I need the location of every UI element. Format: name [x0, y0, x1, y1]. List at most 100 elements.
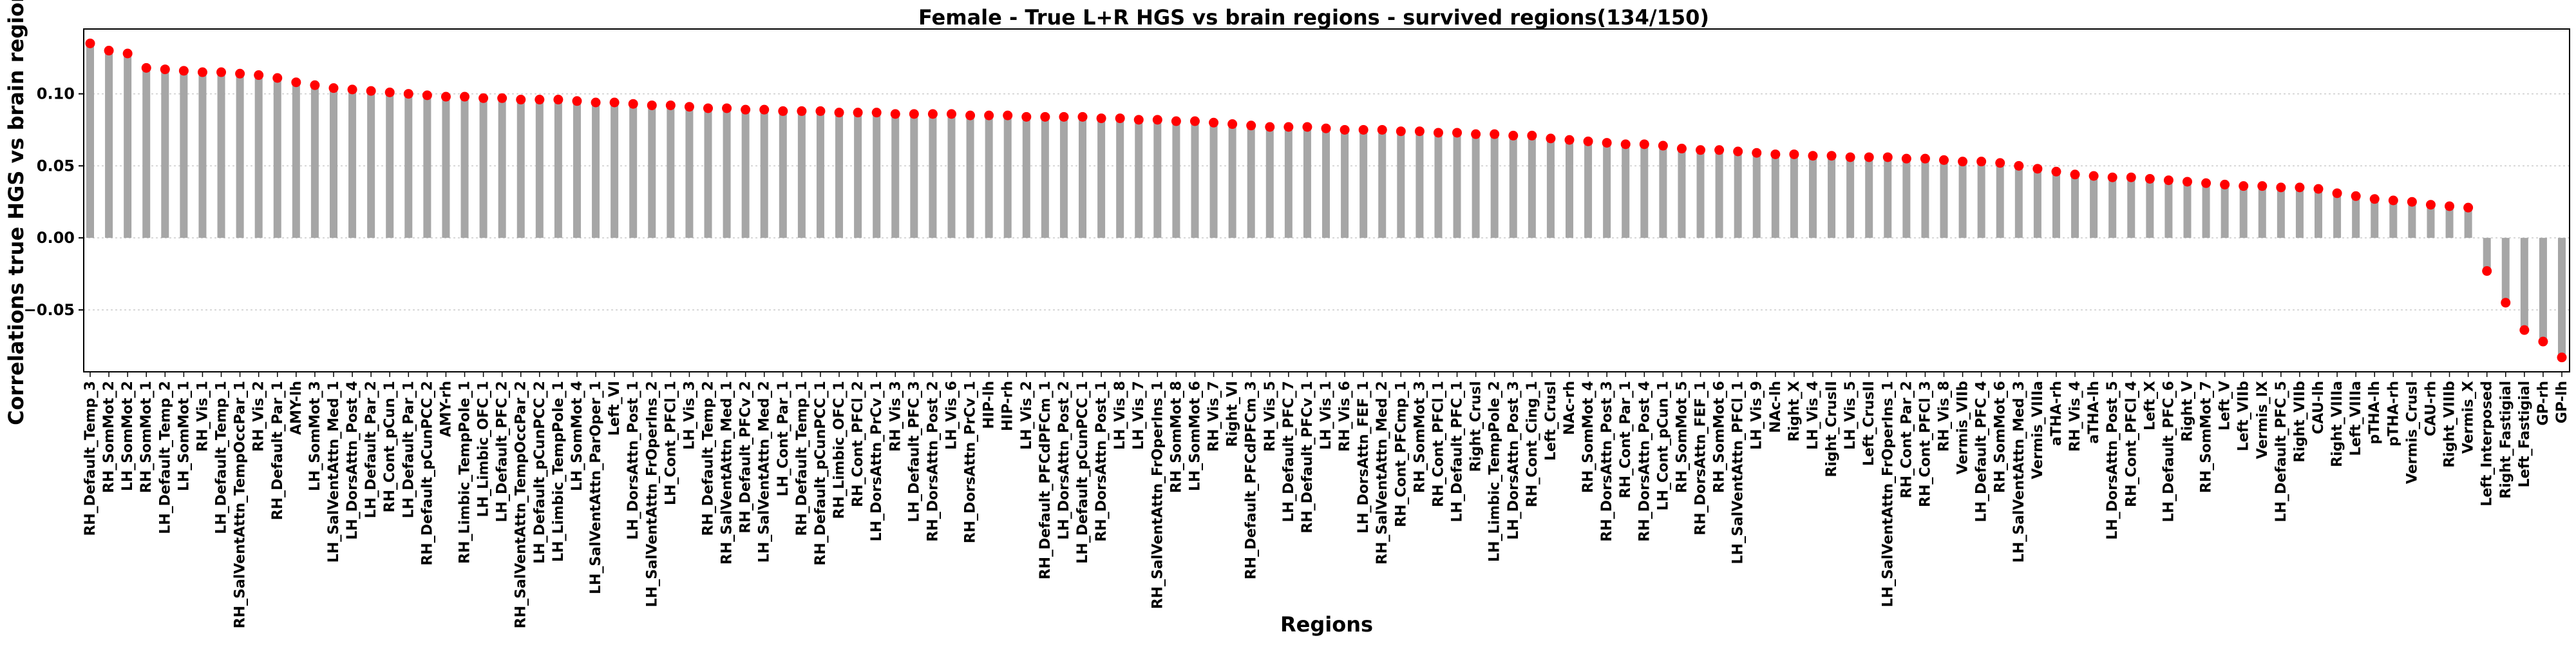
x-tick-label: RH_SalVentAttn_TempOccPar_1: [232, 381, 249, 628]
data-point: [1283, 122, 1294, 132]
x-tick-label: AMY-lh: [289, 381, 305, 435]
data-point: [1527, 130, 1537, 140]
x-tick-label: Right_Fastigial: [2498, 381, 2514, 499]
data-point: [1733, 146, 1743, 157]
x-tick-label: CAU-rh: [2423, 381, 2439, 436]
data-point: [2107, 172, 2117, 182]
data-point: [1302, 122, 1312, 132]
data-point: [2051, 166, 2061, 177]
data-point: [1414, 126, 1425, 137]
x-tick-label: RH_SomMot_8: [1168, 381, 1184, 493]
data-point: [478, 93, 489, 103]
data-point: [1826, 151, 1837, 161]
x-tick-label: RH_Vis_3: [887, 381, 904, 452]
x-tick-label: RH_Cont_PFCl_4: [2123, 381, 2139, 507]
data-point: [2445, 201, 2455, 211]
x-tick-label: RH_Limbic_OFC_1: [831, 381, 848, 519]
data-point: [1246, 121, 1256, 131]
x-tick-label: RH_Vis_6: [1337, 381, 1353, 452]
y-tick-label: 0.10: [37, 85, 75, 103]
x-tick-label: LH_Vis_1: [1318, 381, 1334, 450]
x-tick-label: RH_Vis_2: [251, 381, 267, 452]
x-tick-label: LH_Vis_5: [1842, 381, 1859, 450]
x-tick-label: Left_VIIIa: [2348, 381, 2364, 456]
data-point: [2163, 175, 2174, 186]
data-point: [853, 108, 863, 118]
data-point: [946, 109, 956, 119]
chart-title: Female - True L+R HGS vs brain regions -…: [918, 5, 1709, 30]
data-point: [1077, 111, 1088, 122]
x-tick-label: Left_V: [2217, 381, 2233, 430]
x-tick-label: pTHA-rh: [2385, 381, 2401, 447]
x-tick-label: RH_Vis_8: [1937, 381, 1953, 452]
x-tick-label: RH_Default_Temp_3: [82, 381, 99, 536]
x-tick-label: RH_SomMot_4: [1580, 381, 1596, 493]
data-point: [1639, 139, 1649, 150]
data-point: [122, 48, 133, 59]
x-tick-label: RH_SomMot_6: [1993, 381, 2009, 493]
x-tick-label: LH_Cont_pCun_1: [1655, 381, 1671, 510]
y-tick-label: 0.05: [37, 157, 75, 175]
x-tick-label: LH_DorsAttn_PrCv_1: [869, 381, 885, 541]
data-point: [572, 96, 582, 106]
data-point: [1508, 130, 1519, 140]
x-tick-label: LH_Limbic_OFC_1: [476, 381, 492, 517]
x-tick-label: LH_Vis_9: [1749, 381, 1765, 450]
x-tick-label: Vermis_VIIIa: [2030, 381, 2046, 479]
data-point: [2407, 197, 2417, 207]
data-point: [2388, 195, 2398, 206]
data-point: [1770, 149, 1781, 159]
x-tick-label: Right_VIIb: [2292, 381, 2308, 463]
data-point: [1583, 136, 1593, 146]
data-point: [216, 67, 227, 77]
x-tick-label: LH_Default_PFC_4: [1974, 381, 1990, 522]
data-point: [1377, 124, 1387, 135]
data-point: [460, 92, 470, 102]
x-axis: RH_Default_Temp_3 RH_SomMot_2 LH_SomMot_2 R…: [82, 372, 2570, 628]
x-tick-label: RH_DorsAttn_FEF_1: [1693, 381, 1709, 536]
x-tick-label: LH_Vis_8: [1112, 381, 1128, 450]
x-tick-label: Right_VI: [1225, 381, 1241, 447]
x-tick-label: LH_Vis_4: [1805, 381, 1821, 450]
data-point: [85, 38, 95, 48]
data-point: [909, 109, 919, 119]
data-point: [2126, 172, 2136, 182]
x-tick-label: LH_SomMot_6: [1187, 381, 1203, 491]
stem-layer: [86, 43, 2566, 358]
x-tick-label: RH_Default_PFCv_1: [1300, 381, 1316, 534]
x-tick-label: RH_SomMot_5: [1674, 381, 1690, 493]
data-point: [1658, 140, 1668, 151]
data-point: [347, 84, 357, 95]
data-point: [254, 70, 264, 81]
x-tick-label: RH_SomMot_6: [1712, 381, 1728, 493]
data-point: [1265, 122, 1275, 132]
x-tick-label: LH_SomMot_3: [307, 381, 323, 491]
x-tick-label: RH_Vis_1: [194, 381, 211, 452]
data-point: [1133, 115, 1144, 125]
y-axis: −0.05 0.00 0.05 0.10: [24, 85, 84, 319]
data-point: [759, 104, 770, 115]
x-tick-label: LH_Default_pCunPCC_2: [532, 381, 548, 564]
data-point: [272, 73, 283, 83]
x-tick-label: LH_DorsAttn_Post_2: [1056, 381, 1072, 540]
x-tick-label: RH_DorsAttn_Post_2: [925, 381, 941, 542]
data-point: [1546, 133, 1556, 144]
data-point: [2351, 191, 2361, 201]
data-point: [1789, 149, 1799, 159]
x-tick-label: LH_DorsAttn_Post_1: [625, 381, 641, 540]
data-point: [1864, 152, 1874, 162]
data-point: [2501, 298, 2511, 308]
x-tick-label: Left_CrusII: [1861, 381, 1877, 466]
x-tick-label: LH_Default_pCunPCC_1: [1075, 381, 1091, 564]
x-tick-label: Left_X: [2142, 381, 2158, 430]
data-point: [1808, 151, 1818, 161]
x-tick-label: LH_Default_Temp_1: [214, 381, 230, 534]
data-point: [1452, 128, 1463, 138]
x-tick-label: RH_SalVentAttn_TempOccPar_2: [513, 381, 529, 628]
data-point: [2538, 336, 2548, 347]
data-point: [2257, 181, 2268, 191]
data-point: [1152, 115, 1162, 125]
y-tick-label: 0.00: [37, 229, 75, 247]
x-tick-label: LH_SomMot_4: [569, 381, 585, 491]
data-point: [1602, 138, 1612, 148]
